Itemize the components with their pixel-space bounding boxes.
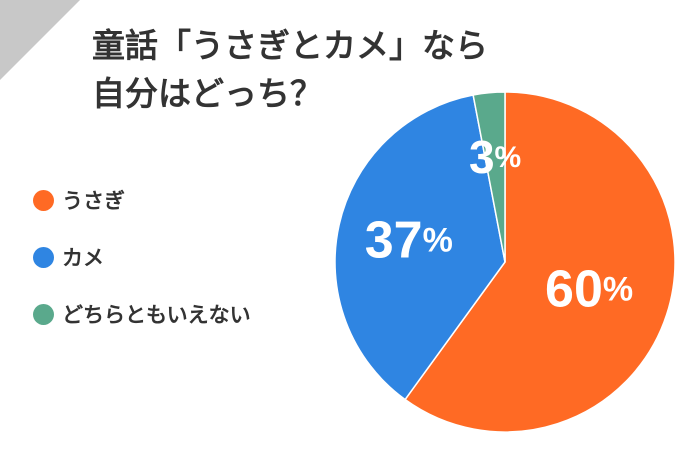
pie-slice-kame bbox=[334, 94, 506, 401]
pie-unit-usagi: % bbox=[603, 270, 633, 308]
legend-item-neither: どちらともいえない bbox=[33, 300, 251, 328]
legend: うさぎ カメ どちらともいえない bbox=[33, 186, 251, 357]
chart-title-line-1: 童話「うさぎとカメ」なら bbox=[92, 26, 488, 65]
pie-unit-neither: % bbox=[495, 141, 522, 174]
legend-label-neither: どちらともいえない bbox=[62, 303, 251, 327]
legend-label-usagi: うさぎ bbox=[62, 189, 125, 213]
pie-label-kame: 37% bbox=[365, 211, 453, 269]
pie-value-neither: 3 bbox=[469, 131, 495, 183]
pie-label-neither: 3% bbox=[469, 131, 521, 183]
pie-slice-usagi bbox=[404, 91, 676, 433]
pie-slice-neither bbox=[472, 91, 506, 263]
legend-item-kame: カメ bbox=[33, 243, 251, 271]
pie-unit-kame: % bbox=[423, 221, 453, 259]
legend-swatch-neither bbox=[33, 303, 54, 325]
legend-swatch-usagi bbox=[33, 189, 54, 211]
pie-value-usagi: 60 bbox=[545, 260, 603, 318]
pie-value-kame: 37 bbox=[365, 211, 423, 269]
legend-swatch-kame bbox=[33, 246, 54, 268]
legend-item-usagi: うさぎ bbox=[33, 186, 251, 214]
chart-title-line-2: 自分はどっち？ bbox=[92, 74, 323, 113]
corner-decoration bbox=[0, 0, 80, 80]
chart-title: 童話「うさぎとカメ」なら 自分はどっち？ bbox=[92, 22, 488, 118]
pie-label-usagi: 60% bbox=[545, 260, 633, 318]
legend-label-kame: カメ bbox=[62, 246, 104, 270]
